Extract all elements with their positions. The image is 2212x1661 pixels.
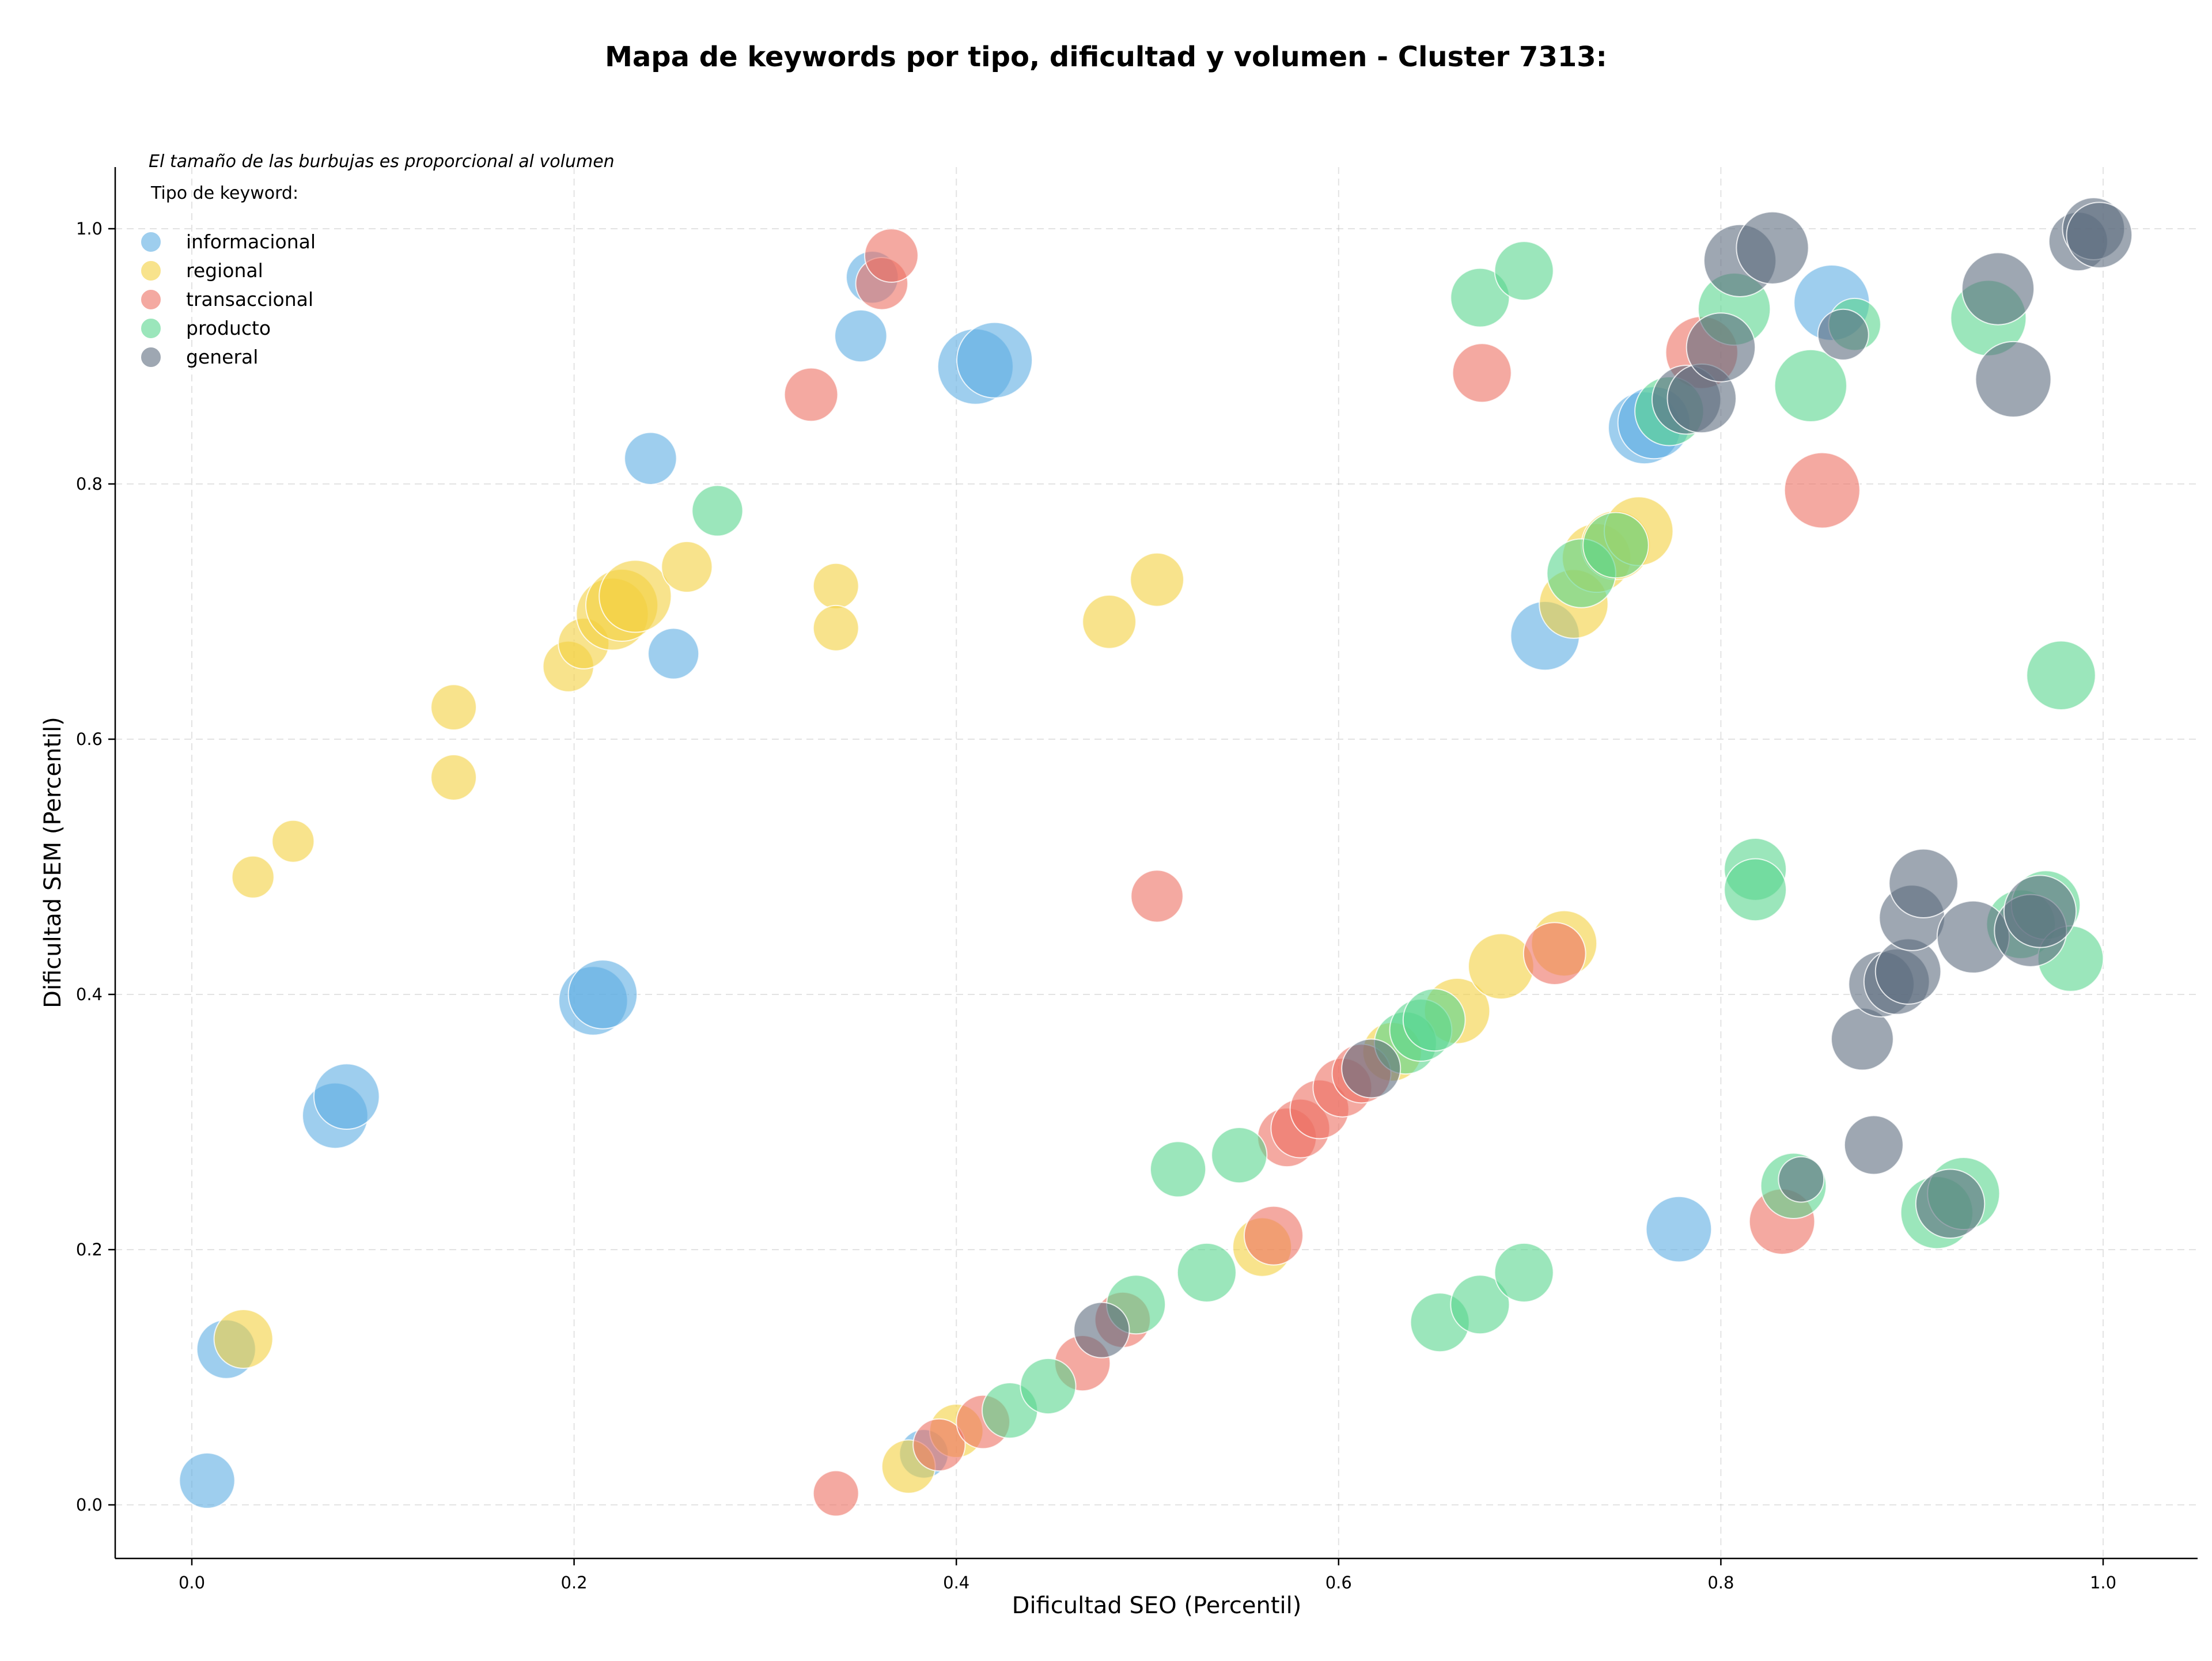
bubble-regional — [430, 684, 477, 731]
bubble-producto — [691, 485, 744, 537]
bubble-informacional — [1645, 1195, 1713, 1263]
bubbles — [179, 197, 2133, 1517]
legend-label-transaccional: transaccional — [186, 288, 313, 311]
bubble-informacional — [647, 627, 700, 680]
bubble-general — [1685, 312, 1756, 383]
x-tick-label: 0.8 — [1707, 1573, 1734, 1592]
y-axis-ticks: 0.0 0.2 0.4 0.6 0.8 1.0 — [76, 219, 115, 1515]
bubble-transaccional — [1130, 869, 1184, 923]
bubble-general — [1817, 308, 1869, 361]
y-tick-label: 0.6 — [76, 729, 103, 749]
bubble-producto — [1774, 349, 1847, 423]
bubble-producto — [1020, 1357, 1077, 1415]
bubble-regional — [599, 559, 672, 633]
legend-label-informacional: informacional — [186, 230, 316, 253]
bubble-transaccional — [1522, 922, 1586, 986]
bubble-transaccional — [1783, 452, 1861, 529]
bubble-informacional — [834, 309, 888, 363]
bubble-informacional — [624, 432, 677, 485]
size-annotation: El tamaño de las burbujas es proporciona… — [149, 152, 615, 172]
x-tick-label: 0.4 — [943, 1573, 969, 1592]
y-tick-label: 1.0 — [76, 219, 103, 239]
bubble-regional — [1130, 552, 1184, 607]
bubble-transaccional — [912, 1418, 966, 1472]
bubble-general — [1975, 340, 2052, 418]
y-tick-label: 0.0 — [76, 1495, 103, 1515]
y-tick-label: 0.8 — [76, 474, 103, 494]
grid — [115, 167, 2198, 1558]
bubble-producto — [1402, 988, 1466, 1052]
x-axis-label: Dificultad SEO (Percentil) — [1012, 1592, 1302, 1619]
bubble-informacional — [567, 959, 638, 1030]
bubble-producto — [1494, 241, 1554, 301]
bubble-producto — [2026, 640, 2096, 710]
bubble-regional — [661, 540, 713, 593]
bubble-regional — [812, 604, 859, 652]
y-tick-label: 0.4 — [76, 985, 103, 1004]
bubble-producto — [1450, 1274, 1510, 1335]
legend-label-general: general — [186, 346, 258, 368]
bubble-general — [1778, 1156, 1825, 1203]
x-tick-label: 1.0 — [2090, 1573, 2116, 1592]
bubble-general — [1888, 848, 1959, 918]
bubble-informacional — [179, 1452, 236, 1509]
bubble-general — [2003, 875, 2077, 948]
bubble-general — [1961, 252, 2035, 326]
bubble-producto — [1211, 1126, 1268, 1184]
bubble-general — [1073, 1301, 1130, 1359]
legend-marker-transaccional — [140, 289, 162, 311]
bubble-general — [1915, 1168, 1986, 1239]
x-axis-ticks: 0.0 0.2 0.4 0.6 0.8 1.0 — [179, 1558, 2116, 1592]
x-tick-label: 0.2 — [561, 1573, 588, 1592]
bubble-transaccional — [812, 1470, 859, 1517]
y-axis-label: Dificultad SEM (Percentil) — [40, 717, 66, 1008]
bubble-producto — [1582, 512, 1649, 579]
bubble-producto — [1149, 1141, 1207, 1198]
legend: informacional regional transaccional produc… — [140, 230, 316, 368]
bubble-general — [1843, 1115, 1904, 1175]
y-tick-label: 0.2 — [76, 1240, 103, 1259]
bubble-regional — [1468, 933, 1535, 1000]
bubble-regional — [213, 1309, 274, 1369]
legend-marker-informacional — [140, 231, 162, 253]
bubble-producto — [1176, 1242, 1237, 1303]
bubble-general — [1736, 211, 1809, 285]
bubble-general — [1341, 1038, 1402, 1099]
bubble-regional — [231, 855, 275, 899]
bubble-regional — [812, 562, 859, 610]
bubble-producto — [1494, 1242, 1554, 1303]
bubble-regional — [271, 819, 315, 863]
bubble-transaccional — [864, 228, 919, 283]
legend-label-producto: producto — [186, 317, 271, 339]
legend-marker-producto — [140, 317, 162, 339]
bubble-informacional — [956, 321, 1033, 399]
bubble-regional — [430, 754, 477, 801]
bubble-transaccional — [1243, 1205, 1304, 1266]
bubble-producto — [1450, 267, 1510, 328]
bubble-general — [2066, 202, 2133, 268]
chart-title: Mapa de keywords por tipo, dificultad y … — [605, 41, 1607, 73]
bubble-regional — [1082, 594, 1137, 649]
bubble-transaccional — [783, 367, 839, 422]
legend-label-regional: regional — [186, 259, 263, 282]
bubble-transaccional — [1452, 343, 1512, 403]
bubble-producto — [1724, 858, 1787, 922]
bubble-informacional — [313, 1063, 380, 1130]
legend-marker-general — [140, 346, 162, 368]
x-tick-label: 0.6 — [1325, 1573, 1352, 1592]
legend-marker-regional — [140, 260, 162, 282]
legend-title: Tipo de keyword: — [150, 183, 298, 203]
x-tick-label: 0.0 — [179, 1573, 205, 1592]
